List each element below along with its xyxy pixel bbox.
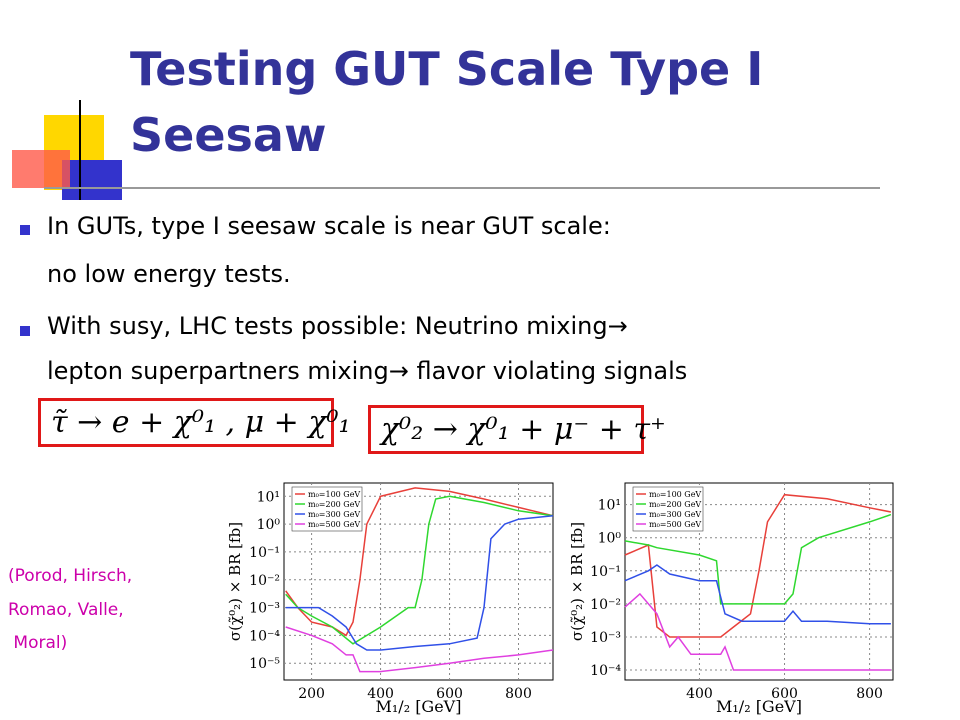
bullet-text: With susy, LHC tests possible: Neutrino … [47, 312, 628, 340]
x-axis-label: M₁/₂ [GeV] [716, 697, 802, 716]
series-line [624, 592, 891, 671]
y-tick-label: 10⁻³ [590, 630, 621, 646]
y-tick-label: 10⁰ [598, 531, 622, 547]
legend-label: m₀=100 GeV [649, 490, 701, 499]
legend-label: m₀=500 GeV [308, 520, 360, 529]
bullet-marker [20, 225, 30, 235]
citation: Moral) [8, 633, 68, 653]
y-tick-label: 10⁻⁵ [249, 656, 280, 672]
formula: τ̃ → e + χ⁰₁ , μ + χ⁰₁ [38, 398, 351, 447]
y-tick-label: 10⁻¹ [590, 564, 621, 580]
series-line [285, 514, 554, 651]
y-tick-label: 10⁰ [257, 517, 281, 533]
y-tick-label: 10⁻⁴ [249, 628, 280, 644]
x-tick-label: 800 [505, 686, 532, 702]
series-line [285, 626, 554, 673]
x-tick-label: 800 [856, 686, 883, 702]
formula: χ⁰₂ → χ⁰₁ + μ⁻ + τ⁺ [368, 405, 666, 454]
bullet-marker [20, 326, 30, 336]
decor-square [62, 160, 122, 200]
y-tick-label: 10¹ [257, 489, 280, 505]
citation: Romao, Valle, [8, 600, 124, 620]
series-line [285, 495, 554, 645]
title: Testing GUT Scale Type I Seesaw [130, 42, 764, 162]
series-line [285, 487, 554, 637]
legend-label: m₀=500 GeV [649, 520, 701, 529]
legend-label: m₀=300 GeV [308, 510, 360, 519]
x-tick-label: 400 [367, 686, 394, 702]
y-tick-label: 10⁻³ [249, 601, 280, 617]
citation: (Porod, Hirsch, [8, 566, 133, 586]
x-tick-label: 600 [771, 686, 798, 702]
bullet-text: no low energy tests. [47, 260, 291, 288]
series-line [624, 513, 892, 605]
x-axis-label: M₁/₂ [GeV] [376, 697, 462, 716]
y-tick-label: 10⁻² [249, 573, 280, 589]
series-line [624, 564, 891, 625]
y-axis-label: σ(χ̃⁰₂) × BR [fb] [568, 522, 586, 641]
x-tick-label: 600 [436, 686, 463, 702]
y-tick-label: 10⁻² [590, 597, 621, 613]
x-tick-label: 400 [686, 686, 713, 702]
bullet-text: In GUTs, type I seesaw scale is near GUT… [47, 212, 611, 240]
legend-label: m₀=300 GeV [649, 510, 701, 519]
y-tick-label: 10⁻¹ [249, 545, 280, 561]
bullet-text: lepton superpartners mixing→ flavor viol… [47, 357, 688, 385]
legend-label: m₀=200 GeV [308, 500, 360, 509]
y-axis-label: σ(χ̃⁰₂) × BR [fb] [226, 522, 244, 641]
y-tick-label: 10⁻⁴ [590, 663, 621, 679]
decor-square [12, 150, 70, 188]
legend-label: m₀=200 GeV [649, 500, 701, 509]
x-tick-label: 200 [298, 686, 325, 702]
legend-label: m₀=100 GeV [308, 490, 360, 499]
y-tick-label: 10¹ [598, 498, 621, 514]
